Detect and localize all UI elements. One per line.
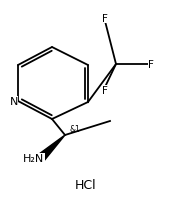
Text: N: N	[10, 97, 18, 106]
Text: F: F	[102, 14, 108, 24]
Text: H₂N: H₂N	[23, 153, 44, 163]
Text: HCl: HCl	[75, 179, 96, 191]
Text: F: F	[148, 60, 154, 70]
Text: F: F	[102, 86, 108, 96]
Polygon shape	[40, 135, 65, 161]
Text: &1: &1	[69, 125, 80, 134]
